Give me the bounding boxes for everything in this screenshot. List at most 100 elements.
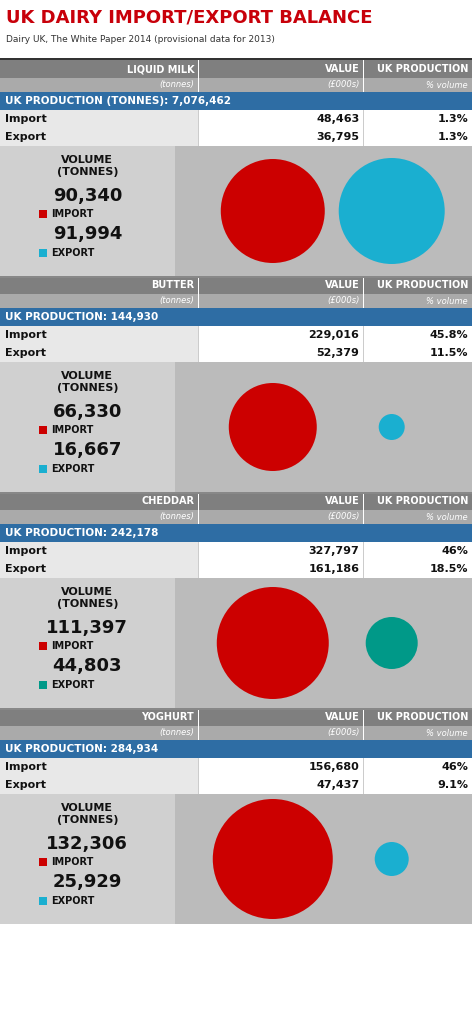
Bar [363, 492, 364, 510]
Bar [0, 276, 472, 278]
Bar [198, 492, 363, 510]
Bar [0, 0, 472, 58]
Bar [363, 294, 472, 307]
Ellipse shape [339, 158, 445, 264]
Text: 48,463: 48,463 [316, 114, 360, 124]
Bar [198, 542, 472, 560]
Bar [363, 78, 364, 92]
Text: (tonnes): (tonnes) [160, 296, 194, 305]
Bar [363, 128, 364, 146]
Bar [198, 708, 199, 726]
Text: VALUE: VALUE [325, 280, 360, 290]
Text: VOLUME: VOLUME [61, 371, 113, 381]
Bar [198, 510, 363, 524]
Bar [363, 726, 472, 740]
Bar [363, 510, 472, 524]
Bar [39, 426, 47, 434]
Text: (£000s): (£000s) [327, 81, 360, 89]
Text: VOLUME: VOLUME [61, 803, 113, 813]
Ellipse shape [379, 414, 405, 440]
Bar [0, 362, 175, 492]
Text: 161,186: 161,186 [308, 564, 360, 574]
Bar [363, 542, 364, 560]
Bar [39, 642, 47, 650]
Ellipse shape [229, 383, 317, 472]
Text: BUTTER: BUTTER [151, 280, 194, 290]
Text: UK PRODUCTION: 284,934: UK PRODUCTION: 284,934 [5, 744, 158, 754]
Bar [0, 758, 472, 776]
Bar [198, 294, 199, 307]
Text: 66,330: 66,330 [53, 403, 122, 421]
Bar [198, 560, 199, 578]
Ellipse shape [217, 587, 329, 699]
Bar [198, 326, 199, 344]
Bar [0, 578, 175, 708]
Bar [0, 492, 472, 494]
Bar [363, 60, 364, 78]
Text: (£000s): (£000s) [327, 296, 360, 305]
Text: UK PRODUCTION: UK PRODUCTION [377, 496, 468, 506]
Text: 11.5%: 11.5% [430, 348, 468, 358]
Bar [0, 740, 472, 758]
Text: 327,797: 327,797 [309, 546, 360, 556]
Bar [198, 776, 472, 794]
Text: (TONNES): (TONNES) [57, 815, 118, 825]
Bar [363, 560, 364, 578]
Bar [363, 276, 364, 294]
Text: LIQUID MILK: LIQUID MILK [126, 64, 194, 74]
Bar [198, 510, 199, 524]
Text: Import: Import [5, 762, 47, 772]
Ellipse shape [221, 159, 325, 263]
Text: CHEDDAR: CHEDDAR [141, 496, 194, 506]
Bar [363, 726, 364, 740]
Text: Export: Export [5, 132, 46, 142]
Bar [198, 560, 472, 578]
Bar [0, 708, 472, 710]
Bar [363, 294, 364, 307]
Bar [198, 78, 199, 92]
Bar [198, 344, 199, 362]
Ellipse shape [366, 617, 418, 669]
Bar [175, 794, 472, 924]
Text: (TONNES): (TONNES) [57, 167, 118, 177]
Bar [363, 344, 364, 362]
Text: YOGHURT: YOGHURT [142, 712, 194, 722]
Bar [0, 110, 472, 128]
Bar [198, 60, 363, 78]
Bar [198, 110, 472, 128]
Bar [0, 294, 198, 307]
Bar [0, 794, 175, 924]
Bar [0, 58, 472, 60]
Bar [198, 758, 472, 776]
Text: Export: Export [5, 564, 46, 574]
Bar [363, 708, 472, 726]
Text: 18.5%: 18.5% [430, 564, 468, 574]
Text: (TONNES): (TONNES) [57, 599, 118, 609]
Text: Import: Import [5, 546, 47, 556]
Bar [198, 128, 199, 146]
Text: (tonnes): (tonnes) [160, 512, 194, 522]
Bar [363, 326, 364, 344]
Text: 1.3%: 1.3% [437, 132, 468, 142]
Text: (TONNES): (TONNES) [57, 383, 118, 393]
Text: 229,016: 229,016 [309, 330, 360, 340]
Text: EXPORT: EXPORT [51, 248, 95, 258]
Bar [0, 524, 472, 542]
Text: 16,667: 16,667 [53, 441, 122, 459]
Text: 45.8%: 45.8% [430, 330, 468, 340]
Text: 25,929: 25,929 [53, 873, 122, 891]
Bar [198, 128, 472, 146]
Bar [0, 78, 198, 92]
Text: Export: Export [5, 348, 46, 358]
Text: UK PRODUCTION: UK PRODUCTION [377, 280, 468, 290]
Text: UK PRODUCTION: UK PRODUCTION [377, 712, 468, 722]
Bar [198, 708, 363, 726]
Bar [0, 146, 175, 276]
Ellipse shape [213, 800, 333, 919]
Text: EXPORT: EXPORT [51, 464, 95, 474]
Bar [0, 60, 198, 78]
Text: EXPORT: EXPORT [51, 680, 95, 690]
Bar [0, 92, 472, 110]
Text: IMPORT: IMPORT [51, 641, 94, 651]
Bar [198, 542, 199, 560]
